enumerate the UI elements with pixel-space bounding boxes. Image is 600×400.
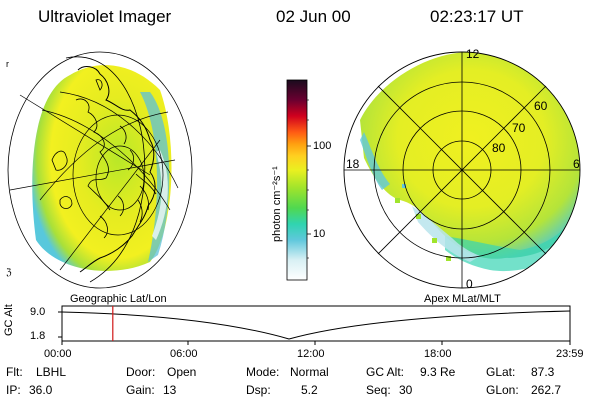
timeline-xtick-0600: 06:00 [170, 348, 198, 360]
timeline-xtick-0000: 00:00 [44, 348, 72, 360]
gc-altitude-timeline [58, 305, 571, 345]
intensity-colorbar [286, 79, 311, 281]
timeline-ytick-1-8: 1.8 [30, 330, 46, 342]
mlat-label-80: 80 [492, 141, 506, 155]
timeline-xtick-1800: 18:00 [424, 348, 452, 360]
glon-value: 262.7 [531, 383, 562, 397]
gcalt-value: 9.3 Re [420, 365, 456, 379]
glon-label: GLon: [486, 383, 519, 397]
mode-label: Mode: [246, 365, 280, 379]
filter-value: LBHL [36, 365, 67, 379]
gcalt-label: GC Alt: [366, 365, 405, 379]
geographic-map [7, 51, 193, 289]
mlt-label-12: 12 [466, 47, 480, 61]
timeline-xtick-1200: 12:00 [297, 348, 325, 360]
colorbar-tick-100: 100 [313, 140, 332, 152]
door-value: Open [167, 365, 197, 379]
glat-label: GLat: [486, 365, 516, 379]
seq-value: 30 [399, 383, 413, 397]
magnetic-caption: Apex MLat/MLT [424, 293, 501, 305]
observation-date: 02 Jun 00 [276, 7, 351, 26]
dsp-value: 5.2 [301, 383, 318, 397]
door-label: Door: [126, 365, 156, 379]
mlat-label-60: 60 [534, 99, 548, 113]
mlt-label-0: 0 [466, 277, 473, 291]
mode-value: Normal [290, 365, 329, 379]
mlt-label-18: 18 [346, 157, 360, 171]
timeline-xtick-2359: 23:59 [556, 348, 584, 360]
gain-label: Gain: [126, 383, 155, 397]
geographic-caption: Geographic Lat/Lon [70, 293, 167, 305]
gain-value: 13 [163, 383, 177, 397]
imager-title: Ultraviolet Imager [38, 7, 172, 26]
timeline-ylabel: GC Alt [3, 304, 15, 336]
left-corner-mark-bottom: ℨ [6, 267, 12, 277]
glat-value: 87.3 [531, 365, 555, 379]
ip-value: 36.0 [29, 383, 53, 397]
mlt-label-6: 6 [573, 157, 580, 171]
colorbar-tick-10: 10 [313, 228, 326, 240]
mlat-label-70: 70 [512, 121, 526, 135]
filter-label: Flt: [6, 365, 23, 379]
magnetic-polar-plot [343, 51, 581, 289]
timeline-ytick-9: 9.0 [30, 306, 46, 318]
ip-label: IP: [6, 383, 21, 397]
colorbar-unit-label: photon cm⁻²s⁻¹ [271, 166, 283, 242]
dsp-label: Dsp: [246, 383, 271, 397]
left-corner-mark-top: r [6, 59, 9, 69]
seq-label: Seq: [366, 383, 391, 397]
observation-time: 02:23:17 UT [430, 7, 524, 26]
